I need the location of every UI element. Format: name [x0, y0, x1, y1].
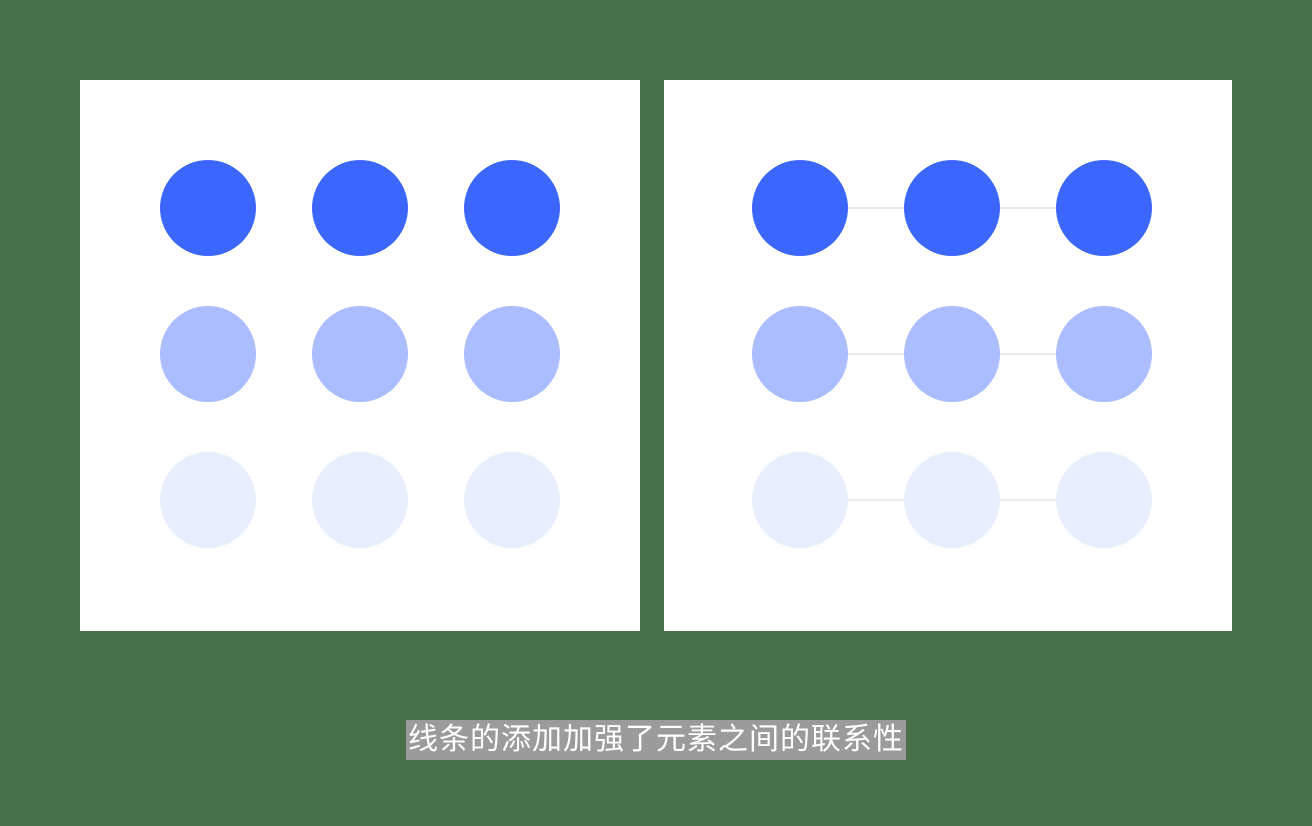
- dot-r3-c2: [904, 452, 1000, 548]
- dot-r2-c3: [1056, 306, 1152, 402]
- panel-unconnected-dots: [80, 80, 640, 631]
- panel-connected-dots: [664, 80, 1232, 631]
- dot-r2-c3: [464, 306, 560, 402]
- dot-r1-c1: [752, 160, 848, 256]
- caption: 线条的添加加强了元素之间的联系性: [0, 720, 1312, 760]
- dot-r1-c3: [1056, 160, 1152, 256]
- dot-r3-c3: [1056, 452, 1152, 548]
- dot-r1-c2: [312, 160, 408, 256]
- dot-r3-c2: [312, 452, 408, 548]
- dot-r2-c2: [904, 306, 1000, 402]
- dot-r3-c3: [464, 452, 560, 548]
- caption-text: 线条的添加加强了元素之间的联系性: [406, 720, 906, 760]
- dot-grid-connected: [752, 160, 1152, 548]
- dot-r2-c1: [752, 306, 848, 402]
- dot-r1-c2: [904, 160, 1000, 256]
- dot-r2-c2: [312, 306, 408, 402]
- dot-r3-c1: [160, 452, 256, 548]
- dot-r1-c1: [160, 160, 256, 256]
- dot-r1-c3: [464, 160, 560, 256]
- dot-r2-c1: [160, 306, 256, 402]
- dot-grid-unconnected: [160, 160, 560, 548]
- dot-r3-c1: [752, 452, 848, 548]
